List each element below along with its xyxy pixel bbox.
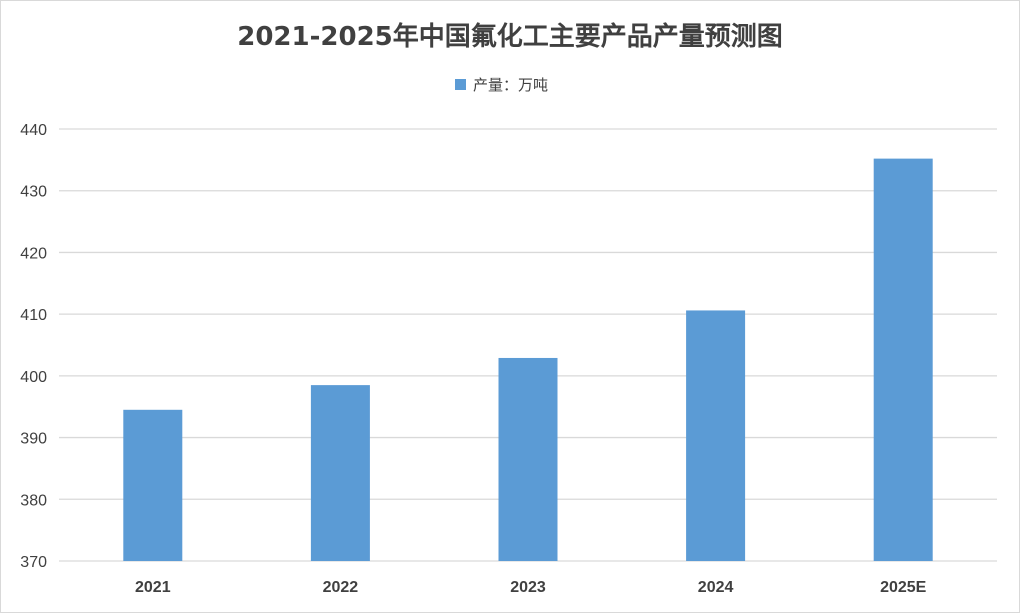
- bar-2023: [498, 357, 558, 561]
- legend-swatch: [455, 79, 466, 90]
- x-tick-label: 2023: [510, 579, 546, 596]
- y-tick-label: 370: [20, 554, 47, 571]
- bars: [123, 158, 933, 561]
- x-axis-ticks: 2021 2022 2023 2024 2025E: [135, 579, 927, 596]
- x-tick-label: 2024: [698, 579, 734, 596]
- y-axis-ticks: 370 380 390 400 410 420 430 440: [20, 122, 47, 571]
- x-tick-label: 2025E: [880, 579, 927, 596]
- y-tick-label: 420: [20, 245, 47, 262]
- chart-title: 2021-2025年中国氟化工主要产品产量预测图: [237, 21, 783, 52]
- bar-2021: [123, 409, 183, 561]
- y-tick-label: 390: [20, 431, 47, 448]
- legend: 产量：万吨: [455, 76, 548, 94]
- bar-2025E: [873, 158, 933, 561]
- x-tick-label: 2022: [323, 579, 359, 596]
- y-tick-label: 410: [20, 307, 47, 324]
- y-tick-label: 430: [20, 184, 47, 201]
- y-tick-label: 380: [20, 492, 47, 509]
- legend-label: 产量：万吨: [473, 76, 548, 94]
- bar-2022: [310, 385, 370, 561]
- bar-2024: [686, 310, 746, 561]
- x-tick-label: 2021: [135, 579, 171, 596]
- y-tick-label: 440: [20, 122, 47, 139]
- y-tick-label: 400: [20, 369, 47, 386]
